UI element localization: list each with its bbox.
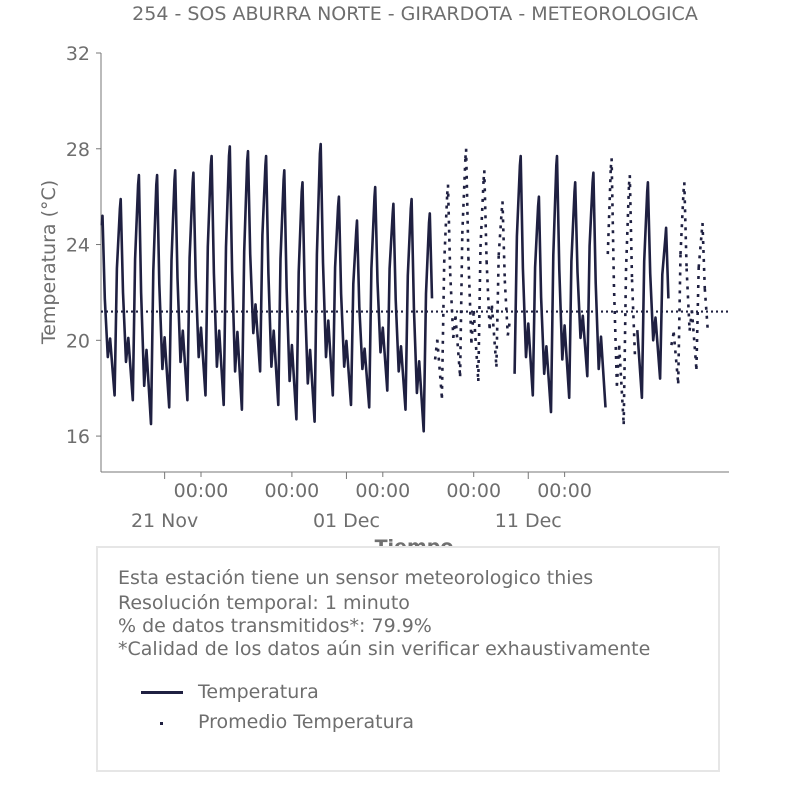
x-minor-tick-label: 00:00 <box>174 480 229 502</box>
y-tick-label: 24 <box>66 235 90 257</box>
chart-title: 254 - SOS ABURRA NORTE - GIRARDOTA - MET… <box>132 3 698 25</box>
series-layer <box>100 142 710 433</box>
x-minor-tick-label: 00:00 <box>446 480 501 502</box>
info-line-resolution: Resolución temporal: 1 minuto <box>118 592 410 614</box>
info-line-transmitted: % de datos transmitidos*: 79.9% <box>118 615 432 637</box>
tick-layer: 16 20 24 28 32 00:00 00:00 00:00 00:00 00:00 21 No… <box>66 43 592 532</box>
info-line-sensor: Esta estación tiene un sensor meteorolog… <box>118 567 594 589</box>
y-tick-label: 16 <box>66 426 90 448</box>
legend-item-promedio: Promedio Temperatura <box>198 711 415 733</box>
series-temperatura-sparse <box>670 182 710 384</box>
y-tick-label: 28 <box>66 139 90 161</box>
legend-item-temperatura: Temperatura <box>198 681 319 703</box>
y-tick-label: 32 <box>66 43 90 65</box>
y-axis-label: Temperatura (°C) <box>38 180 60 345</box>
info-line-quality-note: *Calidad de los datos aún sin verificar … <box>118 638 651 660</box>
info-box: Esta estación tiene un sensor meteorolog… <box>96 546 720 772</box>
x-major-tick-label: 01 Dec <box>313 510 380 532</box>
series-temperatura-sparse <box>433 148 512 398</box>
x-major-tick-label: 11 Dec <box>495 510 562 532</box>
temperature-chart: 16 20 24 28 32 00:00 00:00 00:00 00:00 00:00 21 No… <box>38 43 729 546</box>
axes <box>100 53 729 473</box>
series-temperatura-sparse <box>606 158 637 425</box>
x-minor-tick-label: 00:00 <box>537 480 592 502</box>
legend-line-swatch <box>141 691 183 694</box>
x-major-tick-label: 21 Nov <box>131 510 198 532</box>
legend-dot-swatch <box>160 722 163 725</box>
x-axis-label: Tiempo <box>375 536 454 546</box>
x-minor-tick-label: 00:00 <box>265 480 320 502</box>
y-tick-label: 20 <box>66 330 90 352</box>
x-minor-tick-label: 00:00 <box>355 480 410 502</box>
series-temperatura <box>100 142 670 433</box>
